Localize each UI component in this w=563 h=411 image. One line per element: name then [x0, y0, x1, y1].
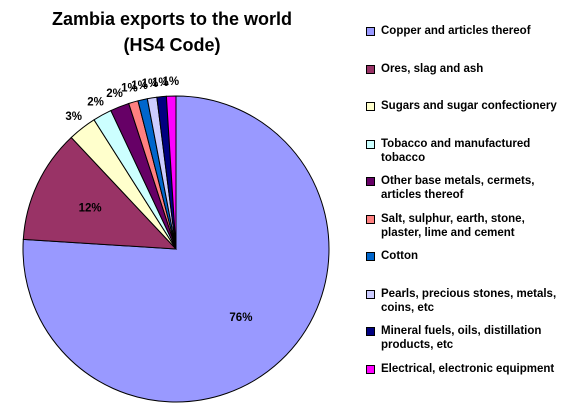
chart-title: Zambia exports to the world [52, 9, 292, 29]
data-label: 76% [229, 312, 252, 324]
legend-swatch [366, 327, 375, 336]
legend-label: Mineral fuels, oils, distillation produc… [381, 325, 542, 351]
legend-entry: Other base metals, cermets, articles the… [366, 174, 558, 212]
legend-label: Tobacco and manufactured tobacco [381, 137, 531, 164]
data-label: 1% [142, 78, 159, 90]
legend: Copper and articles thereof Ores, slag an… [366, 24, 558, 399]
legend-label: Copper and articles thereof [381, 25, 531, 37]
data-label: 3% [65, 111, 82, 123]
legend-entry: Pearls, precious stones, metals, coins, … [366, 287, 558, 325]
data-label: 2% [87, 97, 104, 109]
legend-label: Pearls, precious stones, metals, coins, … [381, 287, 557, 314]
pie-slice [22, 136, 178, 250]
pie-slice [165, 95, 177, 250]
legend-swatch [366, 289, 375, 299]
legend-swatch [366, 27, 375, 36]
data-label: 1% [131, 80, 148, 92]
legend-entry: Electrical, electronic equipment [366, 362, 558, 400]
legend-swatch [366, 139, 375, 149]
legend-entry: Salt, sulphur, earth, stone, plaster, li… [366, 212, 558, 250]
legend-swatch [366, 177, 375, 186]
legend-swatch [366, 102, 375, 111]
legend-label: Ores, slag and ash [381, 62, 484, 75]
data-label: 2% [106, 88, 123, 100]
legend-swatch [366, 252, 375, 261]
legend-swatch [366, 214, 375, 224]
legend-swatch [366, 64, 375, 74]
legend-label: Salt, sulphur, earth, stone, plaster, li… [381, 212, 525, 239]
data-label: 1% [121, 83, 138, 95]
legend-label: Other base metals, cermets, articles the… [381, 175, 535, 201]
legend-label: Sugars and sugar confectionery [381, 100, 557, 112]
legend-swatch [366, 364, 375, 374]
pie-slice [22, 95, 330, 403]
data-label: 12% [79, 203, 102, 215]
legend-entry: Tobacco and manufactured tobacco [366, 137, 558, 175]
legend-entry: Copper and articles thereof [366, 24, 558, 62]
legend-entry: Ores, slag and ash [366, 62, 558, 100]
legend-label: Cotton [381, 250, 419, 262]
legend-label: Electrical, electronic equipment [381, 362, 555, 375]
legend-entry: Sugars and sugar confectionery [366, 99, 558, 137]
legend-entry: Mineral fuels, oils, distillation produc… [366, 324, 558, 362]
data-label: 1% [152, 77, 169, 89]
legend-entry: Cotton [366, 249, 558, 287]
chart-subtitle: (HS4 Code) [123, 35, 220, 55]
data-label: 1% [162, 76, 179, 88]
